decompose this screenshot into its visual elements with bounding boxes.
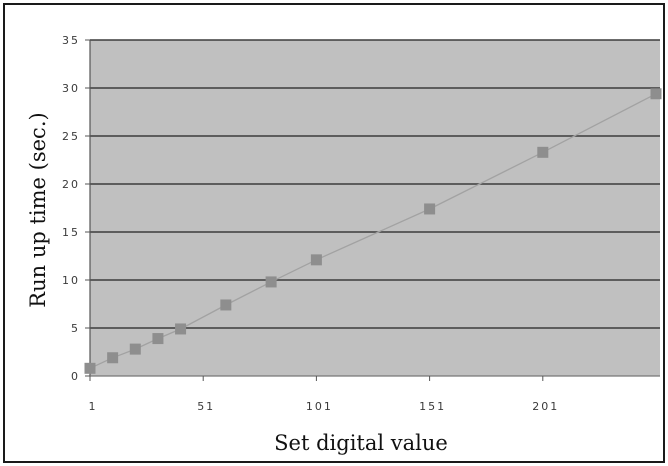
plot-area [90,40,660,376]
data-point [220,299,232,311]
axes [85,39,660,381]
y-tick-label-15: 15 [62,226,80,239]
y-axis-title: Run up time (sec.) [26,112,50,307]
x-tick-label-201: 201 [532,400,559,413]
data-point [650,88,662,100]
data-point [107,352,119,364]
data-markers [84,88,662,374]
y-tick-label-0: 0 [71,370,80,383]
x-tick-label-51: 51 [197,400,215,413]
x-tick-labels: 1 51 101 151 201 [89,400,559,413]
data-point [129,343,141,355]
data-point [152,333,164,345]
y-tick-label-35: 35 [62,34,80,47]
data-point [265,276,277,288]
data-point [537,146,549,158]
y-tick-label-25: 25 [62,130,80,143]
y-tick-label-20: 20 [62,178,80,191]
x-tick-label-101: 101 [306,400,333,413]
x-tick-label-1: 1 [89,400,98,413]
y-tick-label-30: 30 [62,82,80,95]
y-tick-label-10: 10 [62,274,80,287]
data-point [175,323,187,335]
gridlines [90,39,660,329]
y-tick-label-5: 5 [71,322,80,335]
data-point [84,362,96,374]
data-point [424,203,436,215]
x-tick-label-151: 151 [419,400,446,413]
data-point [310,254,322,266]
y-tick-labels: 0 5 10 15 20 25 30 35 [62,34,80,383]
x-axis-title: Set digital value [274,431,448,455]
